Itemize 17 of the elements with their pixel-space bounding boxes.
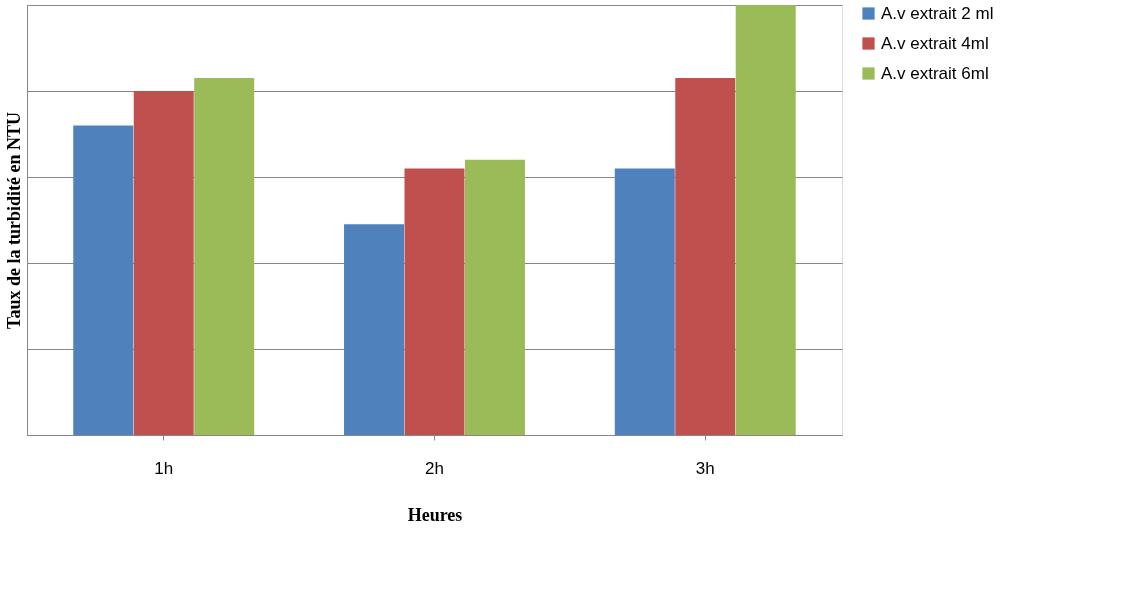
- x-tick-label: 2h: [425, 458, 444, 478]
- bar: [73, 125, 134, 435]
- bar: [344, 224, 405, 435]
- x-axis-title: Heures: [407, 504, 463, 525]
- bar: [735, 5, 796, 435]
- bar: [675, 78, 736, 435]
- x-tick-label: 1h: [154, 458, 174, 478]
- bar: [194, 78, 255, 435]
- bar: [404, 168, 465, 435]
- bar: [133, 91, 194, 435]
- bar: [464, 159, 525, 435]
- bar: [614, 168, 675, 435]
- y-axis-title: Taux de la turbidité en NTU: [3, 112, 24, 329]
- legend-label: A.v extrait 6ml: [881, 63, 989, 83]
- x-tick-label: 3h: [695, 458, 715, 478]
- legend-label: A.v extrait 2 ml: [881, 3, 994, 23]
- legend-label: A.v extrait 4ml: [881, 33, 989, 53]
